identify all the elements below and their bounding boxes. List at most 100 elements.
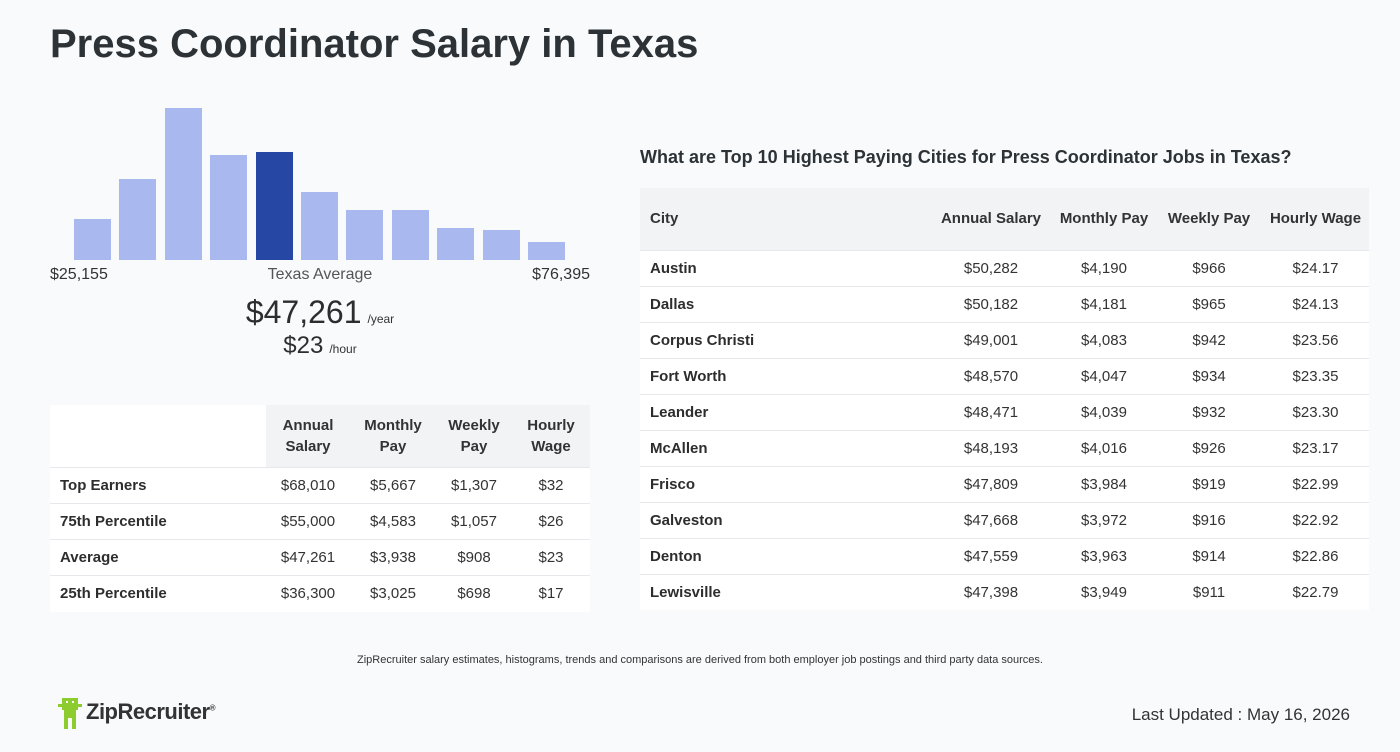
- histogram-bar: [346, 210, 384, 260]
- city-row: Lewisville $47,398 $3,949 $911 $22.79: [640, 573, 1369, 610]
- city-row-cell: $22.99: [1262, 465, 1369, 502]
- percentile-row-cell: $68,010: [266, 467, 350, 504]
- histogram-bar: [391, 210, 429, 260]
- city-row-label: Fort Worth: [640, 357, 930, 394]
- percentile-row-cell: $23: [512, 539, 590, 576]
- last-updated: Last Updated : May 16, 2026: [1131, 705, 1350, 724]
- histogram-min-label: $25,155: [50, 266, 108, 283]
- cities-header-hourly: Hourly Wage: [1262, 188, 1369, 250]
- city-row-cell: $24.13: [1262, 285, 1369, 322]
- percentile-header-hourly: Hourly Wage: [512, 405, 590, 468]
- percentile-row-cell: $32: [512, 467, 590, 504]
- ziprecruiter-logo[interactable]: ZipRecruiter®: [58, 694, 216, 730]
- cities-header-weekly: Weekly Pay: [1156, 188, 1262, 250]
- percentile-header-annual: Annual Salary: [266, 405, 350, 468]
- ziprecruiter-person-icon: [58, 698, 82, 729]
- city-row-cell: $49,001: [930, 321, 1052, 358]
- city-row-cell: $47,809: [930, 465, 1052, 502]
- percentile-table: Annual Salary Monthly Pay Weekly Pay Hou…: [50, 405, 590, 612]
- average-hourly-value: $23: [283, 332, 324, 359]
- percentile-row-label: Average: [50, 539, 266, 576]
- histogram-bar: [437, 228, 475, 260]
- city-row-cell: $4,181: [1052, 285, 1156, 322]
- city-row-cell: $23.35: [1262, 357, 1369, 394]
- city-row-cell: $23.30: [1262, 393, 1369, 430]
- percentile-row: Average $47,261 $3,938 $908 $23: [50, 539, 590, 576]
- percentile-row: 75th Percentile $55,000 $4,583 $1,057 $26: [50, 503, 590, 540]
- city-row-cell: $966: [1156, 249, 1262, 286]
- percentile-row-label: 25th Percentile: [50, 575, 266, 612]
- city-row-cell: $3,963: [1052, 537, 1156, 574]
- percentile-row-cell: $908: [436, 539, 512, 576]
- ziprecruiter-logo-text: ZipRecruiter®: [86, 699, 216, 724]
- percentile-row: 25th Percentile $36,300 $3,025 $698 $17: [50, 575, 590, 612]
- city-row-cell: $965: [1156, 285, 1262, 322]
- city-row: Frisco $47,809 $3,984 $919 $22.99: [640, 465, 1369, 502]
- histogram-bar: [119, 179, 157, 260]
- city-row-cell: $47,398: [930, 573, 1052, 610]
- percentile-row: Top Earners $68,010 $5,667 $1,307 $32: [50, 467, 590, 504]
- percentile-header-row: Annual Salary Monthly Pay Weekly Pay Hou…: [50, 405, 590, 468]
- percentile-row-cell: $5,667: [350, 467, 436, 504]
- histogram-bar: [301, 192, 338, 260]
- page-title: Press Coordinator Salary in Texas: [50, 22, 699, 66]
- percentile-row-cell: $1,307: [436, 467, 512, 504]
- histogram-bar-average: [255, 152, 293, 260]
- city-row-cell: $3,949: [1052, 573, 1156, 610]
- city-row-cell: $4,039: [1052, 393, 1156, 430]
- percentile-row-cell: $55,000: [266, 503, 350, 540]
- city-row: Dallas $50,182 $4,181 $965 $24.13: [640, 285, 1369, 322]
- cities-header-row: City Annual Salary Monthly Pay Weekly Pa…: [640, 188, 1369, 250]
- city-row-cell: $926: [1156, 429, 1262, 466]
- histogram-bar: [482, 230, 520, 260]
- percentile-row-cell: $36,300: [266, 575, 350, 612]
- city-row-cell: $919: [1156, 465, 1262, 502]
- city-row-cell: $22.79: [1262, 573, 1369, 610]
- city-row-label: Austin: [640, 249, 930, 286]
- city-row-label: Frisco: [640, 465, 930, 502]
- city-row-cell: $22.86: [1262, 537, 1369, 574]
- city-row-cell: $48,193: [930, 429, 1052, 466]
- city-row-cell: $24.17: [1262, 249, 1369, 286]
- city-row-cell: $914: [1156, 537, 1262, 574]
- city-row-cell: $23.56: [1262, 321, 1369, 358]
- city-row-cell: $50,182: [930, 285, 1052, 322]
- city-row: McAllen $48,193 $4,016 $926 $23.17: [640, 429, 1369, 466]
- city-row-cell: $916: [1156, 501, 1262, 538]
- city-row-cell: $23.17: [1262, 429, 1369, 466]
- city-row-cell: $911: [1156, 573, 1262, 610]
- city-row-label: Lewisville: [640, 573, 930, 610]
- average-yearly-value: $47,261: [245, 294, 362, 330]
- histogram-bar: [210, 155, 248, 260]
- salary-histogram: [50, 100, 590, 260]
- city-row-label: Denton: [640, 537, 930, 574]
- histogram-bar: [528, 242, 565, 260]
- city-row-cell: $48,570: [930, 357, 1052, 394]
- city-row: Austin $50,282 $4,190 $966 $24.17: [640, 249, 1369, 286]
- cities-header-annual: Annual Salary: [930, 188, 1052, 250]
- histogram-labels: $25,155 Texas Average $76,395: [50, 266, 590, 286]
- percentile-row-cell: $3,938: [350, 539, 436, 576]
- city-row: Leander $48,471 $4,039 $932 $23.30: [640, 393, 1369, 430]
- cities-header-monthly: Monthly Pay: [1052, 188, 1156, 250]
- percentile-row-cell: $1,057: [436, 503, 512, 540]
- histogram-bar: [74, 219, 111, 260]
- city-row: Fort Worth $48,570 $4,047 $934 $23.35: [640, 357, 1369, 394]
- cities-title: What are Top 10 Highest Paying Cities fo…: [640, 147, 1292, 167]
- footer-note: ZipRecruiter salary estimates, histogram…: [357, 654, 1043, 666]
- percentile-row-cell: $3,025: [350, 575, 436, 612]
- percentile-row-label: Top Earners: [50, 467, 266, 504]
- city-row: Denton $47,559 $3,963 $914 $22.86: [640, 537, 1369, 574]
- percentile-row-label: 75th Percentile: [50, 503, 266, 540]
- city-row-cell: $4,047: [1052, 357, 1156, 394]
- city-row-cell: $47,559: [930, 537, 1052, 574]
- city-row-label: Dallas: [640, 285, 930, 322]
- percentile-row-cell: $47,261: [266, 539, 350, 576]
- city-row-label: Corpus Christi: [640, 321, 930, 358]
- cities-table: City Annual Salary Monthly Pay Weekly Pa…: [640, 188, 1369, 610]
- average-hourly-unit: /hour: [329, 342, 357, 356]
- histogram-center-label: Texas Average: [267, 266, 373, 283]
- average-yearly-unit: /year: [367, 312, 395, 326]
- city-row-cell: $4,190: [1052, 249, 1156, 286]
- city-row-label: McAllen: [640, 429, 930, 466]
